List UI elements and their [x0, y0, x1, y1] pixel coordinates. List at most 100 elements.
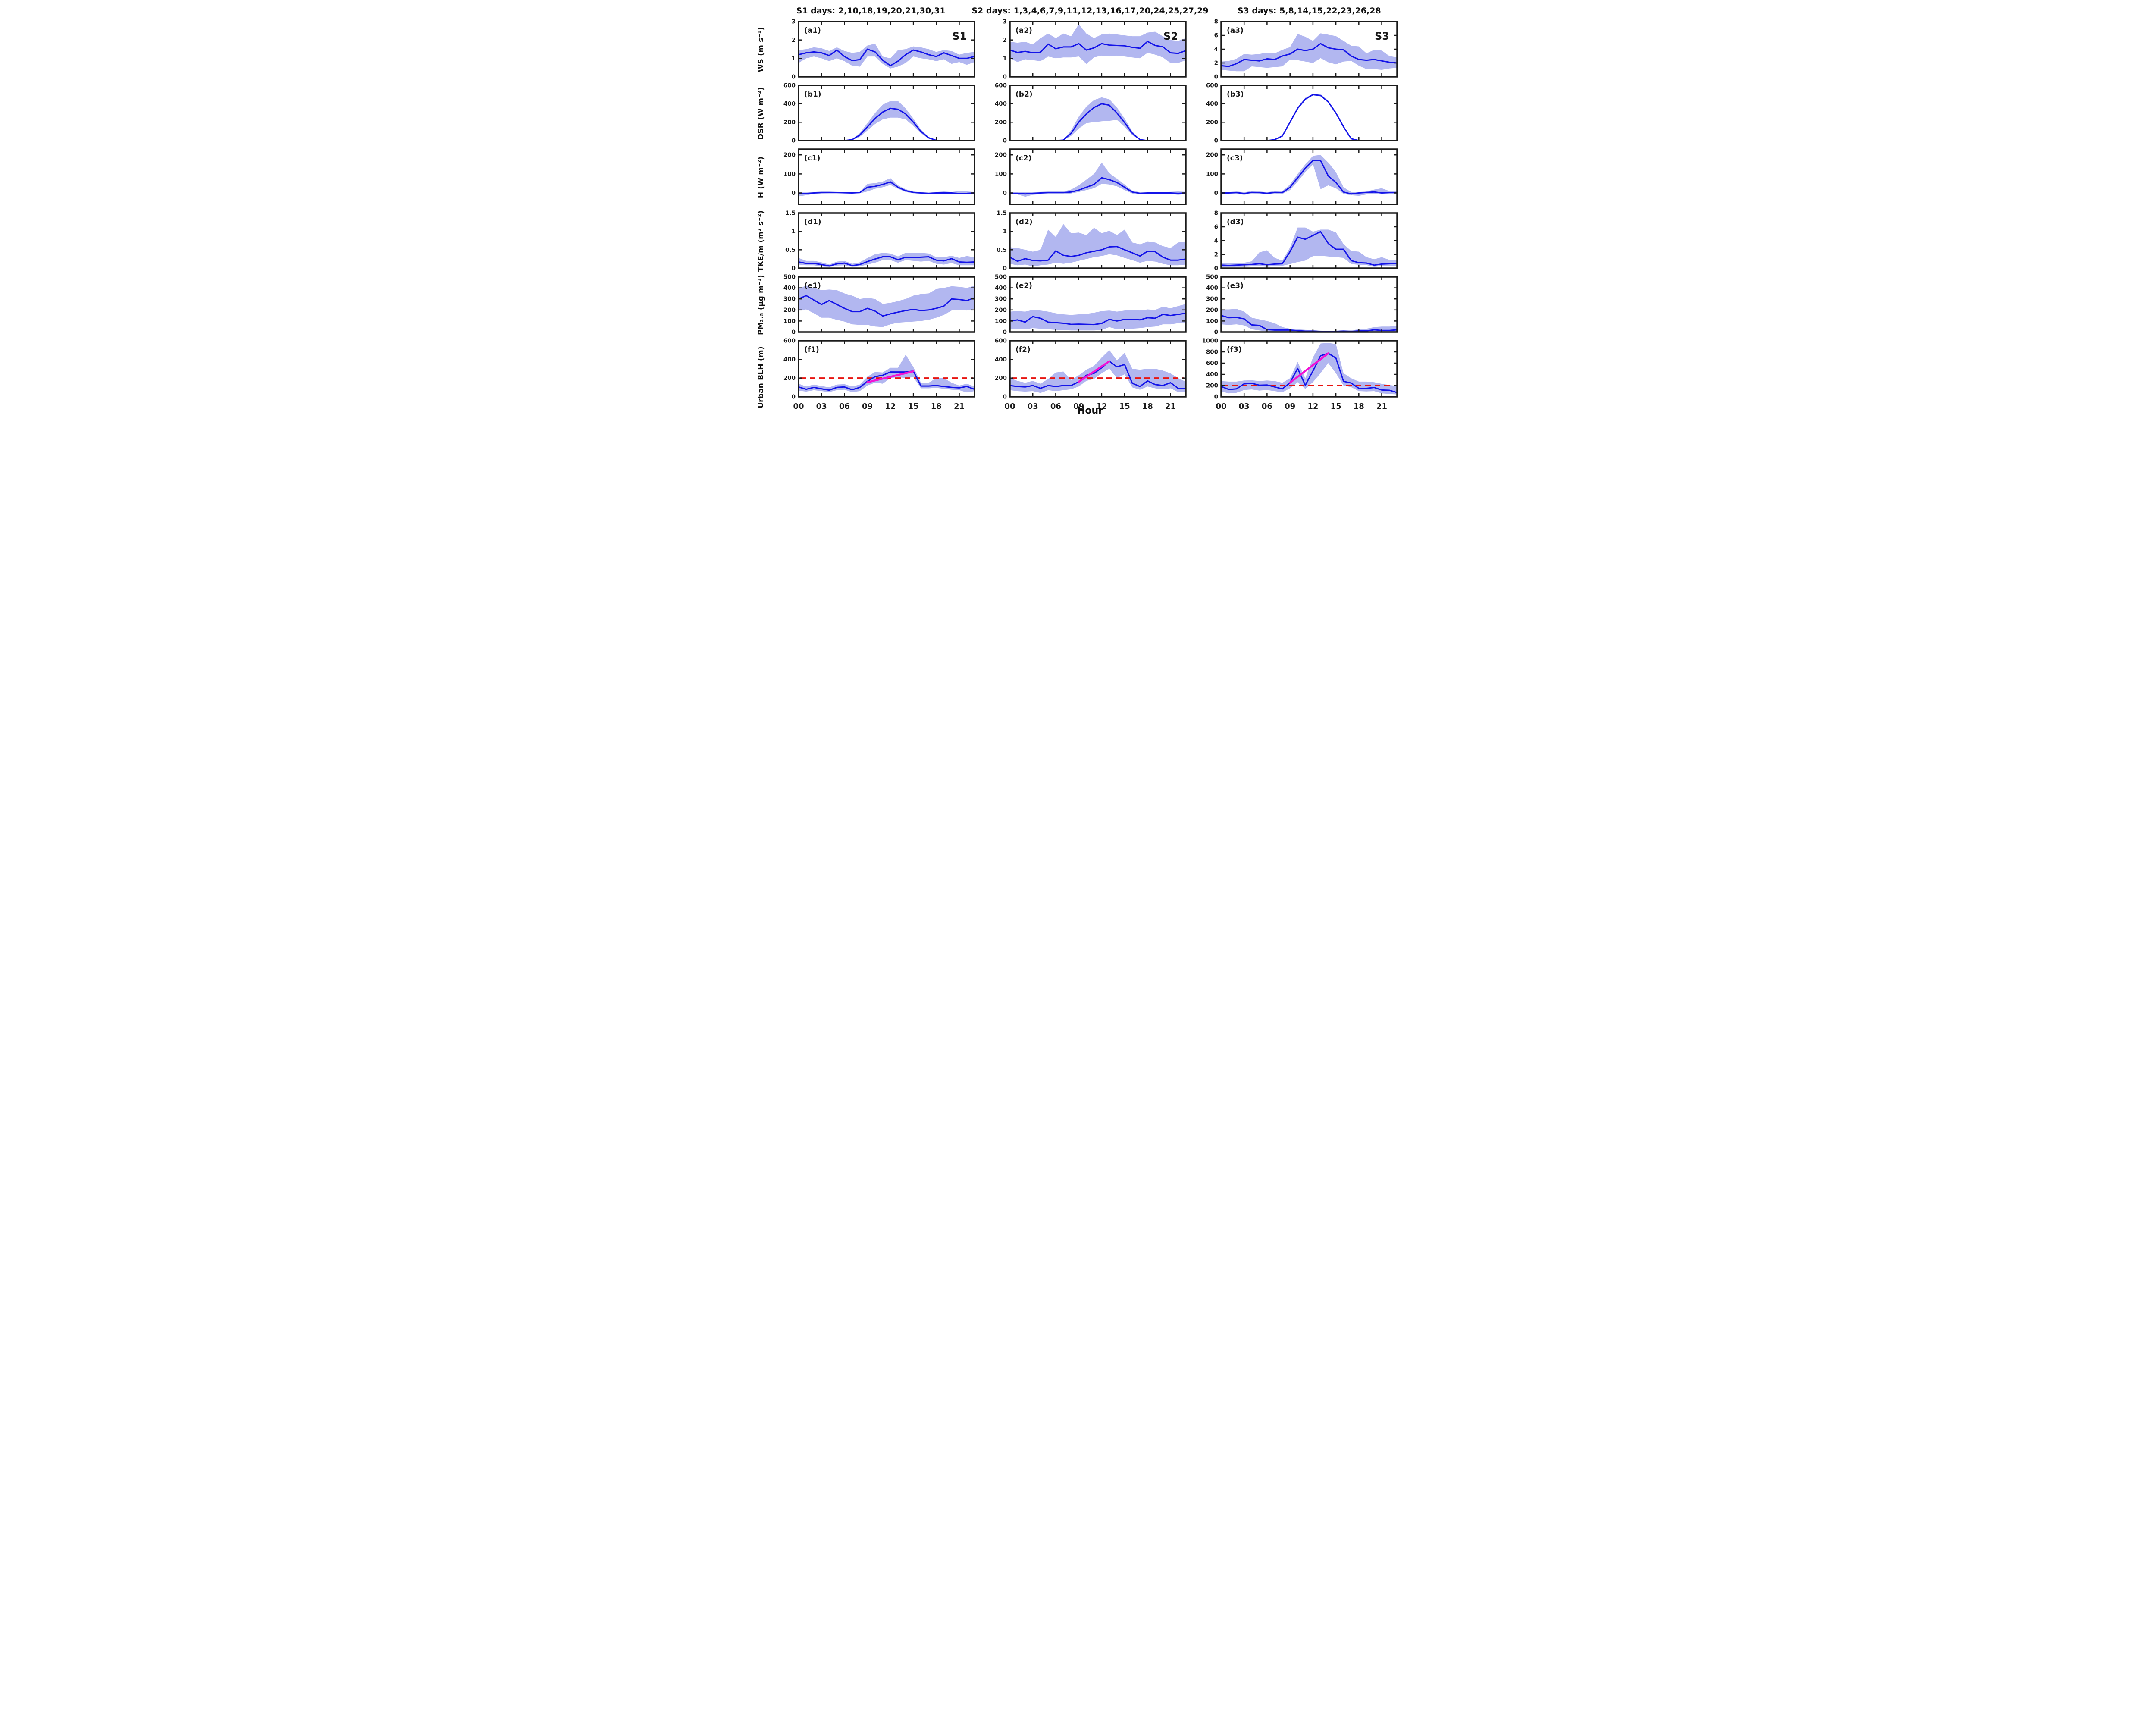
x-axis-title-row: Hour: [752, 404, 1404, 416]
svg-text:200: 200: [995, 307, 1007, 314]
svg-text:200: 200: [1206, 307, 1218, 314]
svg-text:400: 400: [783, 285, 796, 292]
svg-text:2: 2: [1214, 251, 1218, 258]
y-axis-label-pm25: PM₂.₅ (μg m⁻³): [757, 275, 765, 335]
row-blh: Urban BLH (m) 0 200 400 600 00 03 06 09 12 15 18 21…: [752, 338, 1404, 417]
svg-text:0: 0: [1003, 329, 1007, 336]
svg-text:00: 00: [1004, 402, 1015, 411]
svg-text:03: 03: [816, 402, 827, 411]
svg-text:(f3): (f3): [1227, 345, 1242, 354]
svg-text:400: 400: [1206, 371, 1218, 378]
svg-text:100: 100: [995, 318, 1007, 325]
panel-a3: 0 2 4 6 8 (a3) S3: [1199, 19, 1404, 80]
svg-text:3: 3: [792, 19, 796, 25]
panel-b2: 0 200 400 600 (b2): [987, 83, 1193, 144]
chart-e1: 0 100 200 300 400 500 (e1): [783, 274, 975, 335]
column-title-s3: S3 days: 5,8,14,15,22,23,26,28: [1237, 6, 1381, 16]
svg-text:200: 200: [783, 119, 796, 126]
svg-text:0: 0: [1214, 190, 1218, 197]
svg-text:2: 2: [1003, 37, 1007, 44]
svg-text:(a2): (a2): [1015, 26, 1032, 35]
panel-b3: 0 200 400 600 (b3): [1199, 83, 1404, 144]
figure-multipanel-diurnal: S1 days: 2,10,18,19,20,21,30,31 S2 days:…: [751, 0, 1405, 416]
svg-text:200: 200: [1206, 152, 1218, 159]
svg-text:03: 03: [1239, 402, 1250, 411]
y-axis-label-ws: WS (m s⁻¹): [757, 27, 765, 72]
chart-b3: 0 200 400 600 (b3): [1206, 83, 1398, 144]
svg-text:300: 300: [995, 296, 1007, 303]
svg-text:09: 09: [862, 402, 873, 411]
row-dsr: DSR (W m⁻²) 0 200 400 600 (b1) 0 200 400 600 (b2…: [752, 83, 1404, 144]
chart-d3: 0 2 4 6 8 (d3): [1214, 210, 1398, 272]
panel-c1: 0 100 200 (c1): [776, 147, 981, 208]
svg-text:06: 06: [839, 402, 850, 411]
chart-c1: 0 100 200 (c1): [783, 148, 975, 205]
svg-text:400: 400: [995, 100, 1007, 107]
svg-text:200: 200: [783, 152, 796, 159]
svg-text:0: 0: [1214, 329, 1218, 336]
svg-text:600: 600: [783, 83, 796, 89]
svg-text:21: 21: [1376, 402, 1387, 411]
svg-text:1: 1: [792, 55, 796, 62]
svg-text:100: 100: [1206, 171, 1218, 178]
svg-text:0.5: 0.5: [997, 247, 1007, 254]
svg-text:0: 0: [1214, 265, 1218, 272]
svg-text:600: 600: [995, 83, 1007, 89]
svg-text:100: 100: [783, 318, 796, 325]
panel-d1: 0 0.5 1 1.5 (d1): [776, 210, 981, 272]
svg-text:0: 0: [1214, 74, 1218, 81]
svg-text:400: 400: [995, 356, 1007, 363]
svg-text:18: 18: [1354, 402, 1364, 411]
svg-text:(f1): (f1): [804, 345, 819, 354]
chart-f3: 0 200 400 600 800 1000 00 03 06 09 12 15 18 21 (f3): [1202, 338, 1398, 411]
svg-text:0: 0: [1003, 190, 1007, 197]
svg-text:(e3): (e3): [1227, 282, 1244, 290]
y-axis-label-h: H (W m⁻²): [757, 156, 765, 198]
svg-text:15: 15: [908, 402, 919, 411]
svg-text:(c1): (c1): [804, 154, 820, 163]
svg-text:200: 200: [995, 375, 1007, 382]
y-axis-label-blh: Urban BLH (m): [757, 346, 765, 408]
svg-text:400: 400: [1206, 100, 1218, 107]
panel-e1: 0 100 200 300 400 500 (e1): [776, 274, 981, 335]
svg-text:(e2): (e2): [1015, 282, 1032, 290]
svg-text:15: 15: [1119, 402, 1130, 411]
svg-text:1000: 1000: [1202, 338, 1218, 345]
svg-text:8: 8: [1214, 19, 1218, 25]
svg-text:200: 200: [1206, 383, 1218, 389]
svg-text:(d1): (d1): [804, 218, 821, 226]
svg-text:0: 0: [1214, 394, 1218, 401]
svg-text:600: 600: [1206, 83, 1218, 89]
svg-text:2: 2: [1214, 60, 1218, 67]
svg-text:1.5: 1.5: [785, 210, 796, 217]
column-title-s2: S2 days: 1,3,4,6,7,9,11,12,13,16,17,20,2…: [971, 6, 1209, 16]
svg-text:500: 500: [995, 274, 1007, 281]
svg-text:0: 0: [792, 394, 796, 401]
svg-text:1: 1: [792, 228, 796, 235]
svg-text:21: 21: [1165, 402, 1176, 411]
svg-text:(f2): (f2): [1015, 345, 1031, 354]
svg-text:300: 300: [783, 296, 796, 303]
svg-text:1.5: 1.5: [997, 210, 1007, 217]
svg-text:600: 600: [783, 338, 796, 345]
svg-text:300: 300: [1206, 296, 1218, 303]
svg-text:500: 500: [783, 274, 796, 281]
panel-b1: 0 200 400 600 (b1): [776, 83, 981, 144]
panel-d2: 0 0.5 1 1.5 (d2): [987, 210, 1193, 272]
svg-text:0: 0: [1003, 265, 1007, 272]
svg-text:18: 18: [1142, 402, 1153, 411]
svg-text:12: 12: [885, 402, 896, 411]
svg-text:0.5: 0.5: [785, 247, 796, 254]
svg-text:600: 600: [995, 338, 1007, 345]
svg-text:(b3): (b3): [1227, 90, 1244, 99]
svg-text:100: 100: [995, 171, 1007, 178]
svg-text:0: 0: [792, 138, 796, 144]
svg-text:400: 400: [783, 356, 796, 363]
svg-text:4: 4: [1214, 46, 1218, 53]
svg-text:200: 200: [783, 375, 796, 382]
x-axis-title: Hour: [1077, 405, 1103, 416]
chart-c2: 0 100 200 (c2): [995, 148, 1187, 205]
chart-d1: 0 0.5 1 1.5 (d1): [785, 210, 975, 272]
svg-text:200: 200: [995, 119, 1007, 126]
svg-text:100: 100: [1206, 318, 1218, 325]
